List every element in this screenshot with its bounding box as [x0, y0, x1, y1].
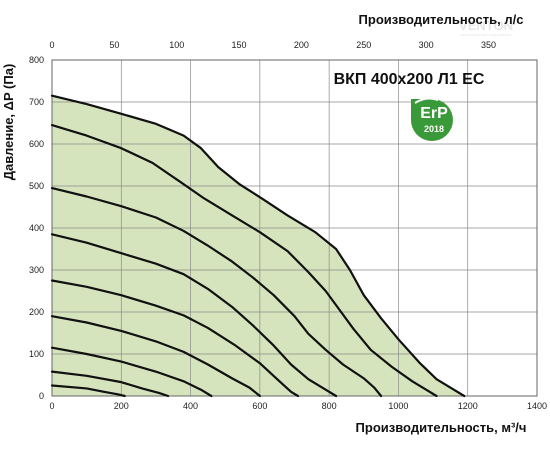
erp-badge: ErP 2018	[410, 97, 453, 141]
y-tick-label: 600	[29, 139, 44, 149]
erp-leaf-icon	[410, 99, 453, 141]
curve-9	[50, 384, 126, 398]
performance-curves	[50, 94, 466, 398]
curve-7	[50, 346, 213, 398]
erp-year: 2018	[424, 124, 444, 134]
watermark-brand: VENTON	[459, 18, 513, 33]
x2-tick-label: 150	[232, 40, 247, 50]
operating-area	[52, 95, 465, 396]
curve-1	[50, 94, 466, 398]
x-tick-label: 0	[49, 401, 54, 411]
curve-2	[50, 123, 438, 398]
y-tick-label: 800	[29, 55, 44, 65]
x2-tick-label: 50	[109, 40, 119, 50]
plot-frame	[51, 59, 538, 397]
x-tick-label: 1200	[458, 401, 478, 411]
x2-tick-label: 200	[294, 40, 309, 50]
x2-tick-label: 0	[49, 40, 54, 50]
x-tick-label: 200	[114, 401, 129, 411]
curve-6	[50, 315, 261, 398]
x2-tick-label: 300	[419, 40, 434, 50]
x-axis-ticks: 0 200 400 600 800 1000 1200 1400	[49, 401, 547, 411]
erp-label: ErP	[420, 105, 448, 122]
curve-4	[50, 233, 338, 398]
x-tick-label: 600	[252, 401, 267, 411]
y-tick-label: 0	[39, 391, 44, 401]
model-title: ВКП 400х200 Л1 ЕС	[334, 71, 485, 88]
x-tick-label: 1000	[388, 401, 408, 411]
curve-3	[50, 187, 383, 398]
curve-5	[50, 279, 300, 398]
x-tick-label: 800	[322, 401, 337, 411]
x2-tick-label: 100	[169, 40, 184, 50]
curve-8	[50, 370, 170, 398]
erp-leaf-vein	[414, 97, 439, 104]
y-tick-label: 200	[29, 307, 44, 317]
x-axis-title: Производительность, м³/ч	[356, 420, 527, 435]
x2-tick-label: 350	[481, 40, 496, 50]
y-tick-label: 700	[29, 97, 44, 107]
x2-axis-ticks: 0 50 100 150 200 250 300 350	[49, 40, 496, 50]
x-tick-label: 400	[183, 401, 198, 411]
watermark: VENTON вентиляционное оборудование	[459, 18, 513, 37]
x2-tick-label: 250	[356, 40, 371, 50]
x-tick-label: 1400	[527, 401, 547, 411]
y-tick-label: 400	[29, 223, 44, 233]
watermark-tagline: вентиляционное оборудование	[461, 33, 512, 37]
y-tick-label: 500	[29, 181, 44, 191]
y-axis-title: Давление, ΔP (Па)	[1, 64, 16, 181]
x2-axis-title: Производительность, л/с	[359, 12, 524, 27]
y-tick-label: 100	[29, 349, 44, 359]
y-tick-label: 300	[29, 265, 44, 275]
y-axis-ticks: 0 100 200 300 400 500 600 700 800	[29, 55, 44, 401]
